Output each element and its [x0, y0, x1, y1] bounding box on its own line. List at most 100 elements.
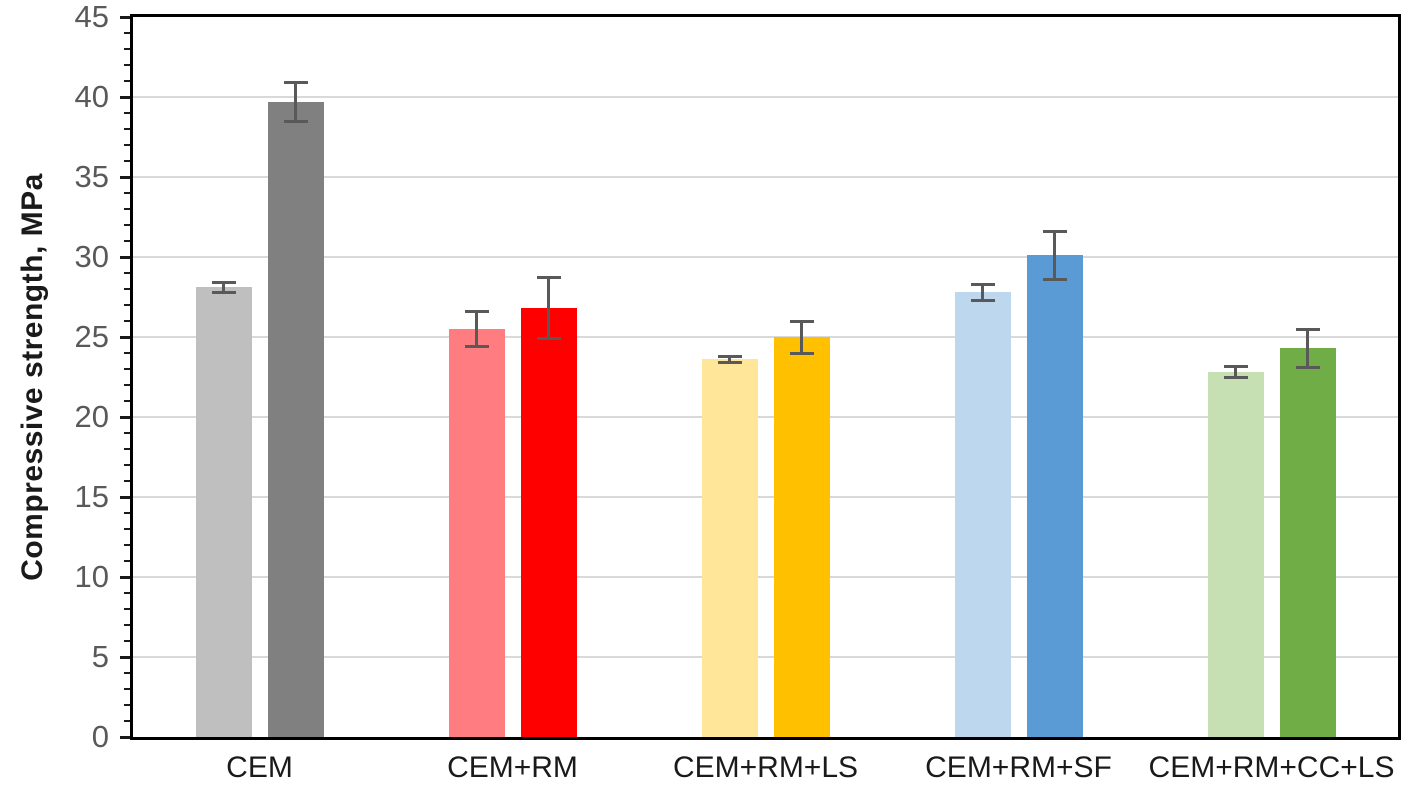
plot-border	[130, 14, 1401, 740]
y-minor-tick	[124, 80, 130, 82]
bar	[954, 292, 1011, 737]
error-bar-cap-top	[1042, 229, 1067, 233]
error-bar-cap-bottom	[1042, 277, 1067, 281]
y-tick-label: 25	[74, 319, 109, 354]
x-category-label: CEM	[226, 751, 293, 784]
y-minor-tick	[124, 48, 130, 50]
y-minor-tick	[124, 672, 130, 674]
y-tick-label: 40	[74, 79, 109, 114]
x-category-label: CEM+RM	[447, 751, 578, 784]
gridline	[133, 336, 1398, 338]
bar	[267, 102, 324, 737]
gridline	[133, 416, 1398, 418]
y-minor-tick	[124, 464, 130, 466]
y-minor-tick	[124, 128, 130, 130]
error-bar-line	[547, 277, 550, 339]
error-bar-cap-bottom	[283, 119, 308, 123]
error-bar-cap-top	[970, 282, 995, 286]
y-tick-label: 20	[74, 399, 109, 434]
y-minor-tick	[124, 368, 130, 370]
error-bar-line	[728, 356, 731, 363]
y-minor-tick	[124, 640, 130, 642]
error-bar-cap-top	[789, 319, 814, 323]
error-bar-line	[981, 284, 984, 301]
gridline	[133, 96, 1398, 98]
y-major-tick	[120, 335, 130, 339]
bar	[701, 359, 758, 737]
y-minor-tick	[124, 592, 130, 594]
y-major-tick	[120, 575, 130, 579]
gridline	[133, 496, 1398, 498]
error-bar-cap-top	[211, 281, 236, 285]
y-minor-tick	[124, 208, 130, 210]
error-bar-cap-top	[1295, 327, 1320, 331]
error-bar-cap-top	[464, 309, 489, 313]
x-category-label: CEM+RM+LS	[672, 751, 859, 784]
y-minor-tick	[124, 400, 130, 402]
y-minor-tick	[124, 144, 130, 146]
y-minor-tick	[124, 432, 130, 434]
error-bar-line	[1234, 366, 1237, 378]
bar	[1207, 372, 1264, 737]
y-minor-tick	[124, 288, 130, 290]
y-tick-label: 30	[74, 239, 109, 274]
y-major-tick	[120, 495, 130, 499]
y-minor-tick	[124, 160, 130, 162]
y-tick-label: 10	[74, 559, 109, 594]
error-bar-cap-bottom	[1295, 365, 1320, 369]
y-minor-tick	[124, 448, 130, 450]
error-bar-cap-bottom	[211, 290, 236, 294]
bar	[773, 337, 830, 737]
bar	[1279, 348, 1336, 737]
y-minor-tick	[124, 704, 130, 706]
y-major-tick	[120, 735, 130, 739]
error-bar-line	[222, 282, 225, 293]
y-minor-tick	[124, 608, 130, 610]
y-axis-title: Compressive strength, MPa	[16, 173, 49, 581]
error-bar-cap-bottom	[464, 345, 489, 349]
y-major-tick	[120, 655, 130, 659]
error-bar-cap-bottom	[789, 351, 814, 355]
y-major-tick	[120, 255, 130, 259]
error-bar-cap-top	[283, 81, 308, 85]
y-tick-label: 15	[74, 479, 109, 514]
x-category-label: CEM+RM+CC+LS	[1148, 751, 1395, 784]
error-bar-line	[475, 311, 478, 347]
y-minor-tick	[124, 720, 130, 722]
bar	[195, 287, 252, 737]
y-minor-tick	[124, 688, 130, 690]
y-tick-label: 45	[74, 0, 109, 34]
y-major-tick	[120, 175, 130, 179]
error-bar-line	[294, 82, 297, 121]
x-category-label: CEM+RM+SF	[925, 751, 1112, 784]
error-bar-cap-bottom	[536, 337, 561, 341]
y-minor-tick	[124, 64, 130, 66]
y-minor-tick	[124, 560, 130, 562]
y-minor-tick	[124, 32, 130, 34]
error-bar-cap-top	[1223, 365, 1248, 369]
y-tick-label: 0	[91, 719, 109, 754]
bar	[520, 308, 577, 737]
error-bar-cap-bottom	[717, 361, 742, 365]
error-bar-line	[1053, 231, 1056, 280]
y-major-tick	[120, 415, 130, 419]
error-bar-cap-top	[536, 276, 561, 280]
error-bar-line	[800, 321, 803, 353]
y-minor-tick	[124, 512, 130, 514]
error-bar-line	[1306, 329, 1309, 368]
y-minor-tick	[124, 320, 130, 322]
y-tick-label: 35	[74, 159, 109, 194]
y-tick-label: 5	[91, 639, 109, 674]
gridline	[133, 176, 1398, 178]
error-bar-cap-top	[717, 354, 742, 358]
y-minor-tick	[124, 224, 130, 226]
y-minor-tick	[124, 544, 130, 546]
y-minor-tick	[124, 528, 130, 530]
y-minor-tick	[124, 384, 130, 386]
error-bar-cap-bottom	[1223, 376, 1248, 380]
y-minor-tick	[124, 112, 130, 114]
y-minor-tick	[124, 240, 130, 242]
bar	[1026, 255, 1083, 737]
bar	[448, 329, 505, 737]
